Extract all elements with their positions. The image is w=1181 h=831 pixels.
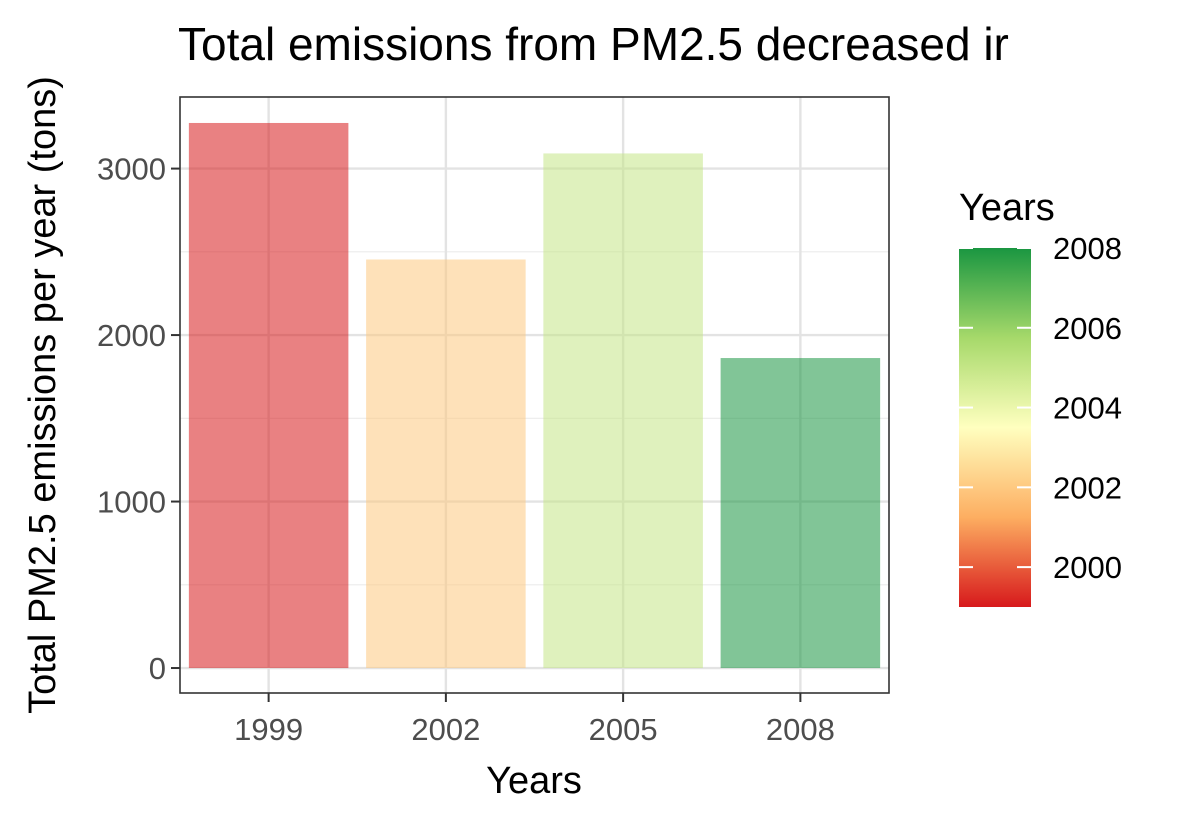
panel-border <box>179 96 890 694</box>
legend-tick-label: 2006 <box>1053 311 1122 346</box>
bars <box>188 122 881 669</box>
y-axis-label: Total PM2.5 emissions per year (tons) <box>22 76 64 714</box>
bar-1999 <box>188 122 349 669</box>
legend: Years 2000 2002 2004 2006 2008 <box>959 187 1122 607</box>
chart-title: Total emissions from PM2.5 decreased ir <box>178 18 1009 70</box>
legend-tick-label: 2004 <box>1053 391 1122 426</box>
legend-title: Years <box>959 187 1055 229</box>
x-tick-label: 2005 <box>589 712 658 747</box>
x-tick-label: 2002 <box>411 712 480 747</box>
y-tick-label: 2000 <box>97 318 166 353</box>
x-tick-label: 2008 <box>766 712 835 747</box>
bar-2008 <box>720 358 881 669</box>
legend-tick-label: 2000 <box>1053 550 1122 585</box>
y-tick-label: 3000 <box>97 152 166 187</box>
x-axis-label: Years <box>486 760 582 802</box>
bar-2002 <box>366 259 526 669</box>
y-tick-label: 1000 <box>97 485 166 520</box>
x-tick-label: 1999 <box>234 712 303 747</box>
legend-tick-label: 2008 <box>1053 231 1122 266</box>
legend-tick-label: 2002 <box>1053 470 1122 505</box>
axes: 0 1000 2000 3000 1999 2002 2005 2008 <box>97 96 890 747</box>
bar-2005 <box>543 153 703 669</box>
legend-colorbar <box>959 248 1031 607</box>
y-tick-label: 0 <box>149 651 166 686</box>
